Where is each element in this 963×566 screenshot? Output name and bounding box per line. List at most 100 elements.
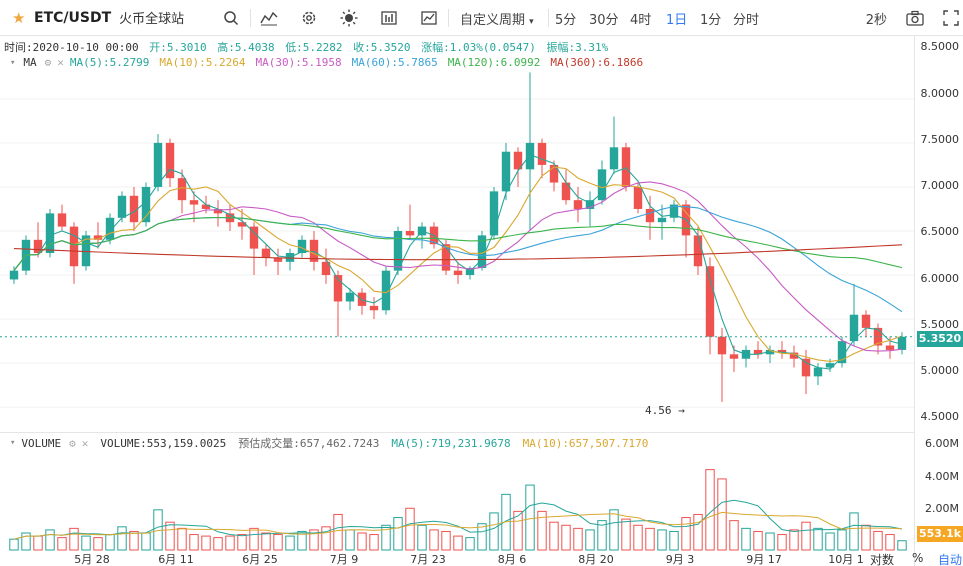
volume-bar (549, 521, 559, 551)
candle-body (777, 349, 787, 353)
candle-body (297, 239, 307, 254)
candle-body (669, 204, 679, 218)
camera-icon[interactable] (906, 9, 924, 27)
volume-bar (501, 493, 511, 551)
volume-bar (393, 517, 403, 551)
candle-body (345, 292, 355, 302)
candle-body (9, 270, 19, 280)
volume-bar (801, 521, 811, 551)
price-tick: 7.0000 (920, 179, 960, 192)
candle-body (189, 200, 199, 205)
volume-bar (849, 512, 859, 551)
volume-bar (129, 530, 139, 551)
timeframe-1m[interactable]: 1分 (700, 13, 722, 28)
symbol-label[interactable]: ETC/USDT (34, 9, 112, 26)
auto-scale-toggle[interactable]: 自动 (938, 553, 963, 566)
candle-body (57, 213, 67, 227)
volume-bar (273, 534, 283, 551)
ohlc-time: 时间:2020-10-10 00:00 (4, 41, 139, 54)
candle-body (489, 191, 499, 236)
volume-bar (345, 529, 355, 551)
volume-bar (885, 534, 895, 551)
candle-body (309, 239, 319, 262)
fullscreen-icon[interactable] (942, 9, 960, 27)
volume-bar (177, 527, 187, 551)
price-tick: 4.5000 (920, 410, 960, 423)
candle-body (45, 213, 55, 254)
volume-value: VOLUME:553,159.0025 (100, 436, 227, 450)
volume-bar (105, 534, 115, 551)
custom-period-label: 自定义周期 (460, 13, 526, 28)
timeframe-5m[interactable]: 5分 (555, 13, 577, 28)
theme-sun-icon[interactable] (340, 9, 358, 27)
search-icon[interactable] (222, 9, 240, 27)
volume-bar (297, 530, 307, 551)
price-tick: 6.0000 (920, 272, 960, 285)
timeframe-4h[interactable]: 4时 (630, 13, 652, 28)
timeframe-1d[interactable]: 1日 (666, 13, 688, 28)
candle-body (897, 336, 907, 350)
candle-body (765, 349, 775, 355)
ma30-value: MA(30):5.1958 (255, 56, 342, 69)
ma-settings-icon[interactable]: ⚙ (44, 56, 52, 69)
collapse-chevron-icon[interactable]: ▾ (10, 57, 16, 68)
line-chart-icon[interactable] (420, 9, 438, 27)
volume-settings-icon[interactable]: ⚙ (69, 436, 76, 450)
volume-close-icon[interactable]: ✕ (81, 436, 89, 450)
candle-body (165, 142, 175, 179)
volume-bar (729, 520, 739, 551)
candle-body (645, 208, 655, 223)
volume-bar (633, 524, 643, 551)
date-tick: 8月 6 (497, 553, 527, 566)
volume-bar (93, 537, 103, 551)
candle-body (525, 142, 535, 170)
volume-bar (837, 529, 847, 551)
volume-bar (369, 534, 379, 551)
candle-body (705, 266, 715, 337)
current-price-tag: 5.3520 (917, 331, 963, 347)
candle-body (93, 235, 103, 240)
indicator-chart-icon[interactable] (260, 9, 278, 27)
refresh-speed[interactable]: 2秒 (865, 13, 887, 28)
candle-body (453, 270, 463, 276)
volume-estimate: 预估成交量:657,462.7243 (238, 437, 380, 450)
volume-bar (189, 534, 199, 551)
volume-bar (489, 512, 499, 551)
price-tick: 6.5000 (920, 225, 960, 238)
candle-body (873, 327, 883, 346)
chevron-down-icon: ▾ (529, 17, 534, 27)
exchange-label: 火币全球站 (119, 12, 185, 27)
custom-period-dropdown[interactable]: 自定义周期 ▾ (460, 9, 534, 28)
volume-tick: 6.00M (925, 437, 959, 450)
candlestick-chart[interactable] (0, 36, 914, 566)
current-volume-tag: 553.1k (917, 526, 963, 542)
pane-divider[interactable] (0, 432, 914, 433)
price-tick: 8.0000 (920, 87, 960, 100)
volume-bar (21, 532, 31, 551)
candle-body (537, 142, 547, 165)
collapse-chevron-icon[interactable]: ▾ (10, 438, 16, 448)
log-scale-toggle[interactable]: 对数 (870, 553, 895, 566)
price-axis[interactable]: 8.5000 8.0000 7.5000 7.0000 6.5000 6.000… (914, 36, 963, 566)
percent-scale-toggle[interactable]: % (912, 551, 924, 565)
volume-bar (669, 530, 679, 551)
volume-bar (465, 537, 475, 551)
volume-bar (9, 538, 19, 551)
volume-bar (441, 530, 451, 551)
volume-bar (237, 534, 247, 551)
settings-gear-icon[interactable] (300, 9, 318, 27)
candle-body (393, 231, 403, 271)
candle-body (585, 200, 595, 209)
favorite-star-icon[interactable]: ★ (12, 8, 26, 27)
volume-bar (417, 524, 427, 551)
ohlc-info: 时间:2020-10-10 00:00 开:5.3010 高:5.4038 低:… (4, 39, 612, 55)
bar-chart-icon[interactable] (380, 9, 398, 27)
candle-body (105, 217, 115, 240)
timeframe-30m[interactable]: 30分 (589, 13, 619, 28)
volume-bar (717, 478, 727, 551)
ohlc-high: 高:5.4038 (217, 41, 275, 54)
timeframe-timeline[interactable]: 分时 (733, 13, 760, 28)
ma-close-icon[interactable]: ✕ (57, 56, 64, 69)
volume-bar (381, 524, 391, 551)
date-tick: 7月 9 (329, 553, 359, 566)
